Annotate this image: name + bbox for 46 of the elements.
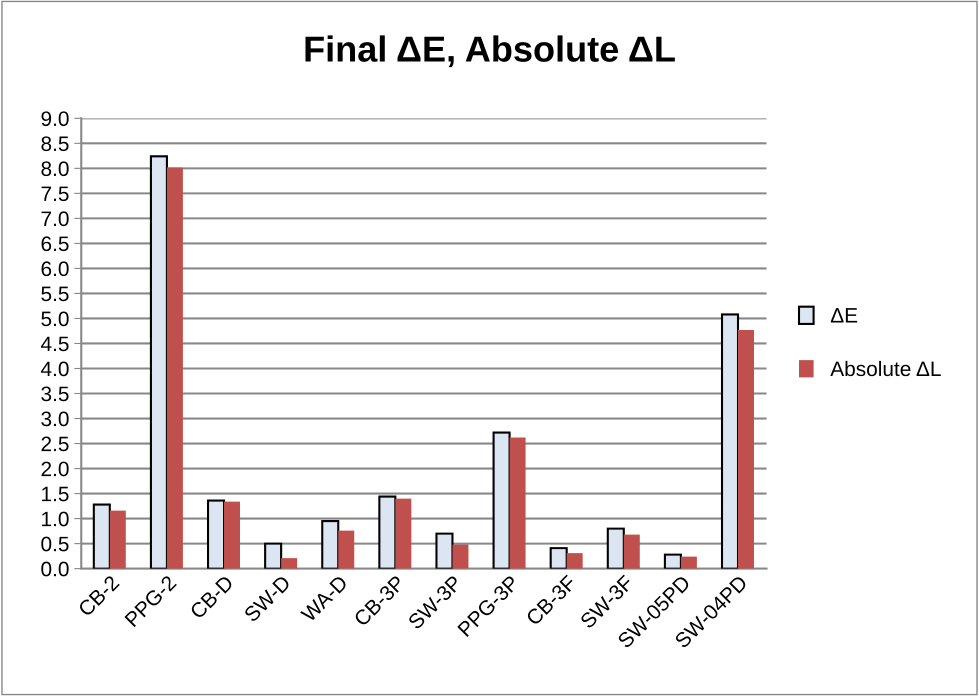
y-tick-label: 6.5 <box>42 236 69 252</box>
y-tick-label: 2.0 <box>42 462 69 476</box>
bar <box>92 504 111 569</box>
chart-title: Final ΔE, Absolute ΔL <box>305 35 675 68</box>
y-tick-label: 3.5 <box>41 386 69 402</box>
bar <box>624 534 640 569</box>
y-tick-label: 6.0 <box>42 261 69 276</box>
y-tick-label: 4.0 <box>40 361 69 376</box>
bar <box>378 496 396 569</box>
bar <box>110 510 126 569</box>
bar <box>566 553 583 569</box>
y-tick-label: 0.5 <box>41 536 69 552</box>
legend-label: Absolute ΔL <box>830 360 941 376</box>
y-tick-label: 2.5 <box>42 436 69 452</box>
bar <box>492 431 511 569</box>
bar <box>224 502 240 569</box>
bar <box>452 544 468 569</box>
bar <box>664 554 682 569</box>
y-tick-label: 1.0 <box>42 512 69 526</box>
bar <box>206 500 226 569</box>
bar <box>435 532 454 569</box>
bar <box>720 313 740 569</box>
bar <box>264 542 282 569</box>
bar <box>281 558 298 569</box>
bar <box>680 556 697 569</box>
bar <box>321 520 340 569</box>
bar <box>550 547 568 569</box>
bar <box>510 438 526 569</box>
y-tick-label: 8.0 <box>41 161 69 176</box>
y-tick-label: 9.0 <box>41 111 69 126</box>
y-tick-label: 7.5 <box>42 186 69 202</box>
y-tick-label: 8.5 <box>41 136 69 152</box>
bar <box>395 498 412 569</box>
y-tick-label: 4.5 <box>40 336 69 352</box>
y-tick-label: 1.5 <box>42 486 69 502</box>
legend-label: ΔE <box>830 308 858 322</box>
bar <box>150 155 168 569</box>
y-tick-label: 5.5 <box>41 286 69 302</box>
y-tick-label: 5.0 <box>41 311 69 326</box>
bar <box>606 528 625 569</box>
bar <box>738 330 754 569</box>
y-tick-label: 0.0 <box>41 562 69 576</box>
bar <box>338 530 354 569</box>
y-tick-label: 3.0 <box>41 412 69 426</box>
y-tick-label: 7.0 <box>42 211 69 226</box>
bar <box>166 167 183 569</box>
